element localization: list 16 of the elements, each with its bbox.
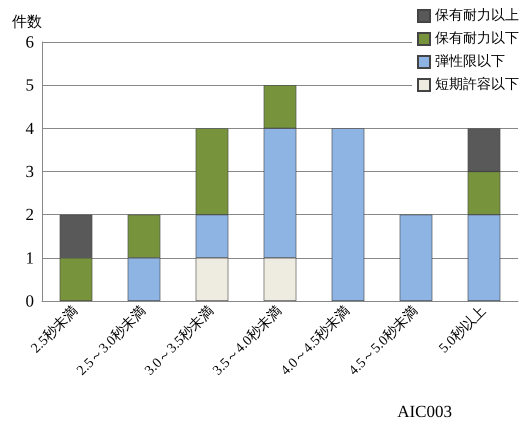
y-tick-label: 5: [26, 76, 34, 95]
y-tick-label: 3: [26, 162, 34, 181]
y-tick-label: 0: [26, 292, 34, 310]
bar: [332, 128, 364, 301]
bar: [400, 214, 432, 301]
legend-label: 保有耐力以下: [435, 30, 519, 46]
y-tick-label: 1: [26, 248, 34, 268]
legend-label: 保有耐力以上: [435, 8, 519, 24]
y-tick-label: 4: [26, 118, 34, 138]
y-tick-label: 2: [26, 205, 34, 224]
legend-label: 弾性限以下: [435, 54, 505, 70]
y-tick-label: 6: [26, 32, 34, 52]
text: AIC003: [397, 402, 452, 421]
x-tick-label: 5.0秒以上: [436, 302, 490, 356]
legend-label: 短期許容以下: [435, 76, 519, 92]
y-axis-title: 件数: [12, 14, 42, 30]
